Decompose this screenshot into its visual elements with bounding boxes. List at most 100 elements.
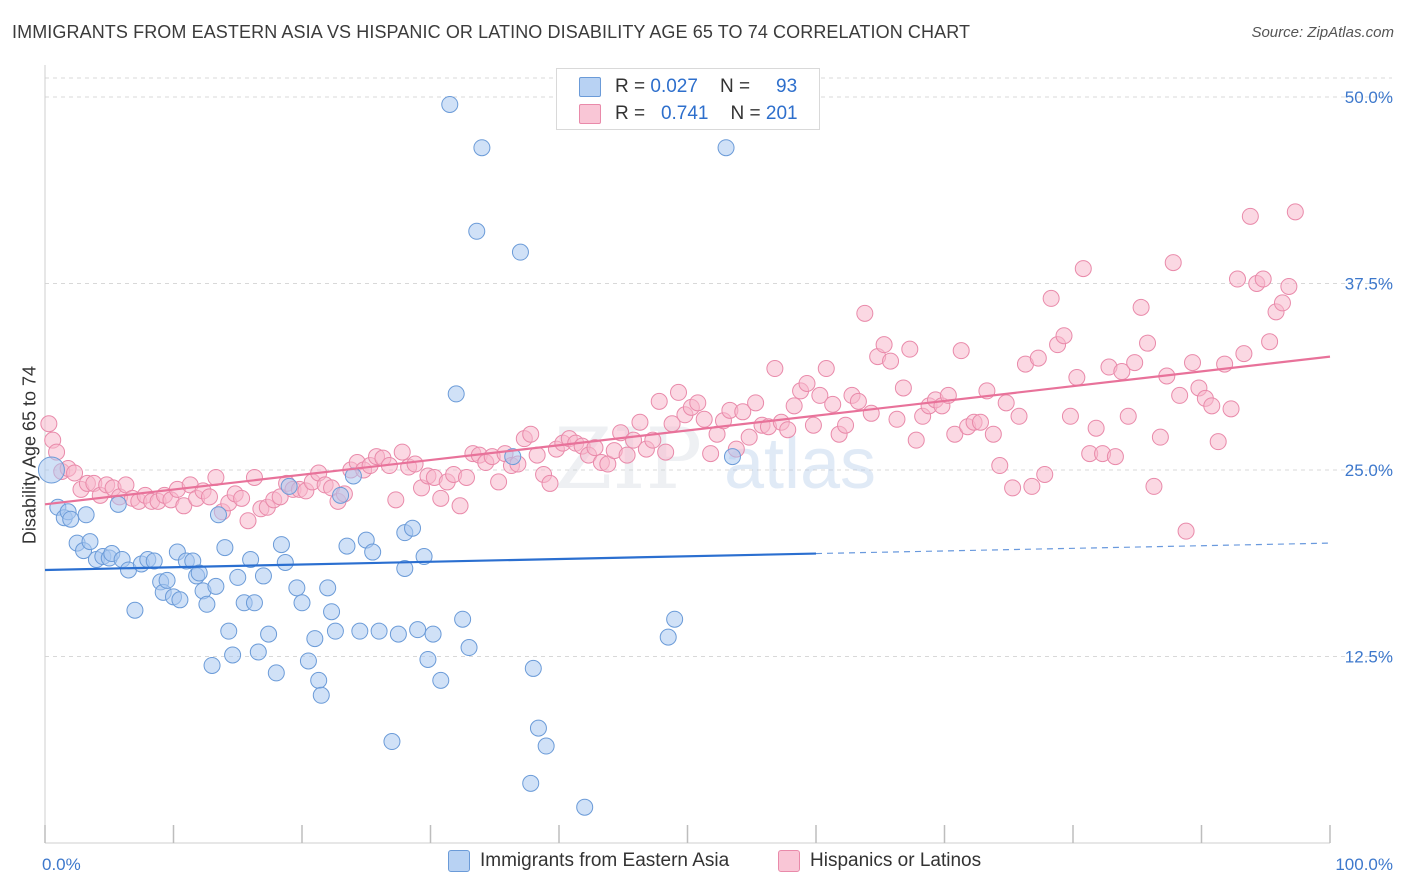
hispanics-point [1203,397,1221,415]
hispanics-point [1126,354,1144,372]
hispanics-point [233,489,251,507]
eastern-asia-point [576,798,594,816]
hispanics-point [1055,327,1073,345]
eastern-asia-point [245,594,263,612]
eastern-asia-point [723,448,741,466]
hispanics-point [971,413,989,431]
hispanics-point [1119,407,1137,425]
legend-n-value: 201 [765,103,798,124]
x-tick-label: 100.0% [1335,855,1393,874]
hispanics-point [811,386,829,404]
hispanics-point [1036,465,1054,483]
eastern-asia-point [220,622,238,640]
hispanics-point [1151,428,1169,446]
hispanics-point [618,446,636,464]
hispanics-point [1254,270,1272,288]
eastern-asia-point [276,554,294,572]
eastern-asia-point [198,595,216,613]
legend-swatch-blue [579,77,601,97]
hispanics-point [1235,345,1253,363]
legend-r-label: R = [615,76,646,97]
eastern-asia-point [409,621,427,639]
hispanics-point [1132,298,1150,316]
bottom-legend-swatch-blue [448,850,470,872]
hispanics-point [650,392,668,410]
eastern-asia-point [351,622,369,640]
chart-title: IMMIGRANTS FROM EASTERN ASIA VS HISPANIC… [12,22,971,42]
eastern-asia-trend-line [44,552,817,572]
hispanics-point [457,468,475,486]
eastern-asia-point [460,639,478,657]
hispanics-point [1209,433,1227,451]
hispanics-point [837,416,855,434]
legend-r-value: 0.741 [660,103,709,124]
hispanics-point [239,512,257,530]
hispanics-point [984,425,1002,443]
bottom-legend-label: Immigrants from Eastern Asia [480,850,730,871]
hispanics-point [849,392,867,410]
hispanics-point [541,474,559,492]
eastern-asia-point [77,506,95,524]
hispanics-point [740,428,758,446]
hispanics-point [522,425,540,443]
hispanics-point [875,336,893,354]
hispanics-point [644,431,662,449]
hispanics-point [657,443,675,461]
eastern-asia-point [419,650,437,668]
eastern-asia-point [306,630,324,648]
y-axis-label: Disability Age 65 to 74 [19,365,40,545]
eastern-asia-point [364,543,382,561]
hispanics-point [856,304,874,322]
hispanics-point [766,360,784,378]
eastern-asia-point [468,222,486,240]
eastern-asia-point [404,519,422,537]
eastern-asia-point [396,559,414,577]
eastern-asia-point [203,656,221,674]
tick-labels: 12.5% 25.0% 37.5% 50.0% 0.0% 100.0% [42,88,1393,874]
eastern-asia-point [249,643,267,661]
hispanics-point [1145,477,1163,495]
hispanics-point [888,410,906,428]
hispanics-point [432,489,450,507]
hispanics-point [779,421,797,439]
eastern-asia-point [280,477,298,495]
eastern-asia-point [216,539,234,557]
eastern-asia-point [659,628,677,646]
eastern-asia-point [37,456,65,484]
hispanics-point [1184,354,1202,372]
hispanics-point [702,445,720,463]
eastern-asia-point [312,686,330,704]
hispanics-point [1029,349,1047,367]
hispanics-point [1087,419,1105,437]
hispanics-point [1164,254,1182,272]
hispanics-point [747,394,765,412]
eastern-asia-point [145,552,163,570]
hispanics-point [946,425,964,443]
hispanics-point [387,491,405,509]
eastern-asia-point [260,625,278,643]
hispanics-point [1280,277,1298,295]
y-tick-label: 37.5% [1345,275,1393,294]
eastern-asia-point [370,622,388,640]
eastern-asia-point [190,564,208,582]
hispanics-point [1010,407,1028,425]
hispanics-point [1241,207,1259,225]
eastern-asia-point [319,579,337,597]
hispanics-point [406,455,424,473]
eastern-asia-point [454,610,472,628]
eastern-asia-point [81,533,99,551]
eastern-asia-point [524,659,542,677]
hispanics-point [734,403,752,421]
eastern-asia-point [272,536,290,554]
eastern-asia-point [326,622,344,640]
hispanics-point [882,352,900,370]
eastern-asia-point [310,671,328,689]
hispanics-point [393,443,411,461]
eastern-asia-point [288,579,306,597]
eastern-asia-point [447,385,465,403]
hispanics-point [1177,522,1195,540]
eastern-asia-point [158,571,176,589]
bottom-legend-swatch-pink [778,850,800,872]
hispanics-point [824,395,842,413]
hispanics-point [997,394,1015,412]
